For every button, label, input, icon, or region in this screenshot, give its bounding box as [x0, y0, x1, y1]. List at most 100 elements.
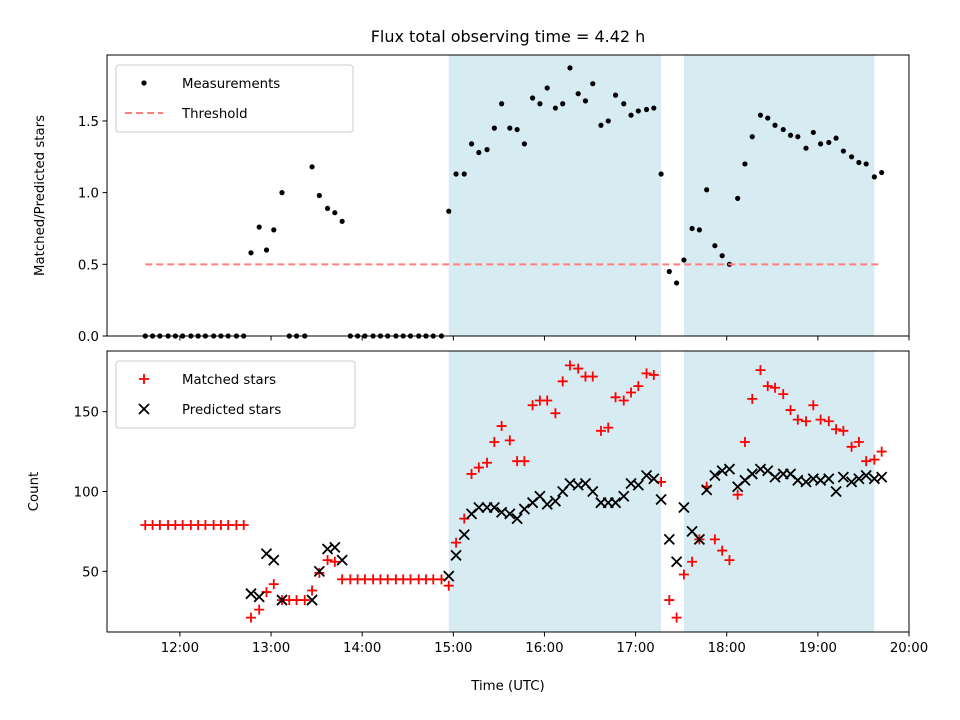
data-point: [830, 485, 842, 498]
data-point: [473, 501, 485, 514]
data-point: [735, 195, 741, 201]
data-point: [826, 139, 832, 146]
legend: Measurements Threshold: [115, 64, 354, 133]
data-point: [879, 169, 885, 176]
data-point: [747, 393, 758, 404]
data-point: [739, 437, 750, 448]
data-point: [795, 134, 801, 140]
data-point: [709, 534, 720, 545]
data-point: [687, 556, 698, 567]
data-point: [723, 463, 736, 475]
data-point: [564, 360, 575, 371]
data-point: [712, 243, 718, 249]
data-point: [336, 554, 348, 566]
data-point: [473, 462, 484, 473]
data-point: [256, 224, 262, 230]
data-point: [314, 567, 325, 578]
data-point: [446, 208, 452, 214]
data-point: [552, 105, 558, 111]
data-point: [678, 569, 689, 580]
data-point: [461, 171, 467, 177]
data-point: [550, 408, 561, 419]
data-point: [521, 141, 528, 147]
x-tick-label: 19:00: [799, 641, 837, 656]
data-point: [772, 122, 778, 128]
data-point: [648, 473, 660, 485]
data-point: [263, 247, 270, 253]
data-point: [762, 381, 773, 392]
y-tick-label: 1.0: [78, 187, 99, 202]
data-point: [271, 227, 277, 233]
data-point: [626, 387, 637, 398]
x-axis-title: Time (UTC): [470, 679, 545, 694]
observing-interval-shade: [683, 351, 875, 632]
data-point: [845, 476, 858, 488]
data-point: [488, 501, 500, 514]
x-tick-label: 20:00: [890, 641, 928, 656]
data-point: [618, 395, 629, 406]
data-point: [603, 422, 614, 433]
data-point: [831, 424, 842, 435]
data-point: [245, 588, 257, 600]
data-point: [785, 405, 796, 416]
legend-label: Measurements: [182, 77, 280, 92]
data-point: [670, 556, 683, 568]
data-point: [717, 545, 728, 556]
y-tick-label: 100: [74, 486, 99, 501]
data-point: [823, 416, 834, 427]
data-point: [618, 490, 630, 502]
data-point: [544, 85, 550, 91]
x-tick-label: 18:00: [708, 641, 746, 656]
data-point: [612, 92, 619, 98]
data-point: [780, 126, 786, 133]
data-point: [871, 174, 877, 180]
data-point: [567, 65, 573, 71]
data-point: [633, 381, 644, 392]
data-point: [279, 190, 285, 196]
data-point: [537, 101, 543, 107]
series-matched-stars: [140, 360, 887, 623]
legend-box: [115, 360, 356, 429]
data-point: [808, 400, 819, 411]
data-point: [511, 513, 523, 525]
observing-interval-shade: [448, 351, 662, 632]
data-point: [869, 454, 880, 465]
data-point: [316, 192, 322, 199]
data-point: [643, 106, 650, 113]
chart-title: Flux total observing time = 4.42 h: [371, 27, 646, 46]
legend-matched-swatch: [139, 374, 149, 384]
data-point: [549, 495, 562, 507]
data-point: [628, 112, 634, 118]
observing-interval-shade: [448, 55, 662, 336]
data-point: [815, 414, 826, 425]
data-point: [530, 95, 536, 101]
data-point: [322, 555, 333, 566]
data-point: [856, 159, 862, 166]
data-point: [575, 91, 581, 97]
data-point: [245, 612, 256, 623]
data-point: [709, 469, 721, 482]
data-point: [484, 147, 490, 153]
data-point: [681, 257, 687, 263]
data-point: [254, 604, 265, 615]
data-point: [651, 105, 657, 111]
data-point: [587, 485, 599, 498]
data-point: [248, 250, 254, 256]
data-point: [451, 537, 462, 548]
data-point: [696, 227, 702, 233]
data-point: [489, 437, 500, 448]
data-point: [693, 533, 706, 546]
data-point: [324, 205, 331, 212]
data-point: [587, 371, 598, 382]
data-point: [496, 421, 507, 432]
data-point: [458, 528, 470, 541]
data-point: [655, 493, 667, 506]
data-point: [605, 118, 611, 124]
data-point: [671, 612, 682, 623]
legend-label: Matched stars: [182, 373, 276, 388]
data-point: [504, 508, 516, 520]
data-point: [674, 280, 680, 286]
data-point: [482, 457, 493, 468]
data-point: [339, 218, 345, 224]
